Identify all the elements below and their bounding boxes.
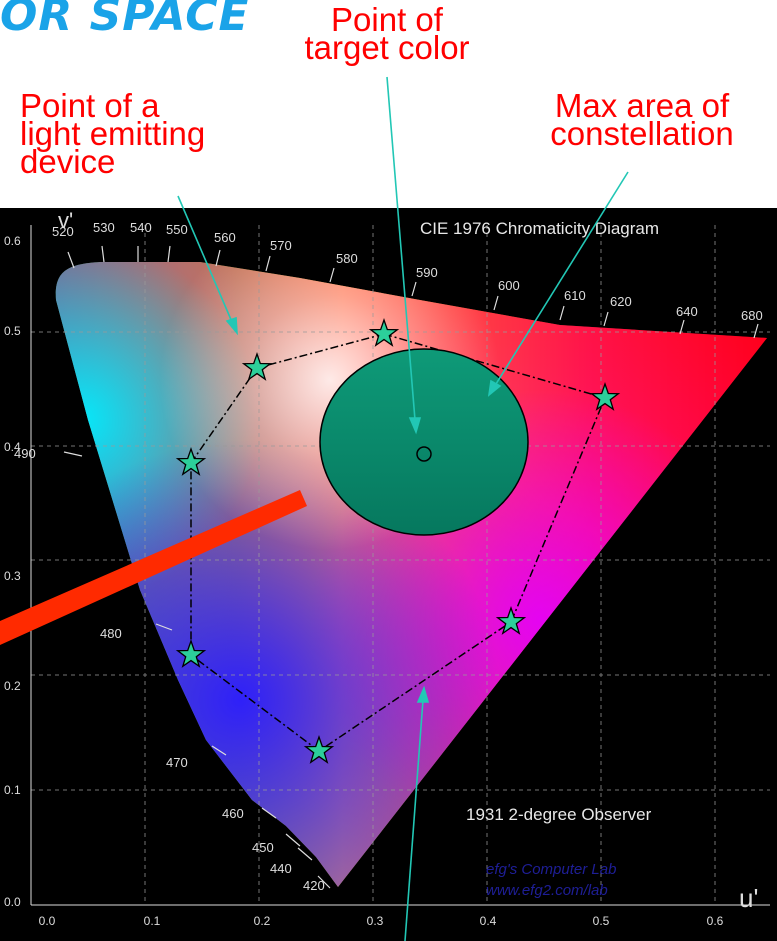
y-tick-5: 0.5 bbox=[4, 324, 21, 338]
arrow-bottom-line bbox=[404, 699, 424, 941]
wl-480: 480 bbox=[100, 626, 122, 641]
red-pointer-bar bbox=[0, 490, 307, 645]
callout-constellation: Max area of constellation bbox=[522, 87, 762, 152]
wl-460: 460 bbox=[222, 806, 244, 821]
max-area-circle bbox=[319, 348, 529, 536]
wl-530: 530 bbox=[93, 220, 115, 235]
callout-target-line1: Point of bbox=[331, 1, 443, 38]
axes bbox=[30, 225, 770, 906]
device-points bbox=[175, 318, 621, 764]
star-point-1 bbox=[368, 318, 400, 347]
wl-640: 640 bbox=[676, 304, 698, 319]
y-tick-3: 0.3 bbox=[4, 569, 21, 583]
y-tick-0: 0.0 bbox=[4, 895, 21, 909]
callout-target-line2: target color bbox=[304, 29, 470, 66]
x-tick-4: 0.4 bbox=[480, 914, 497, 928]
callout-device-line1: Point of a bbox=[20, 87, 160, 124]
watermark-line1: efg's Computer Lab bbox=[486, 861, 616, 878]
wl-560: 560 bbox=[214, 230, 236, 245]
x-tick-labels: 0.0 0.1 0.2 0.3 0.4 0.5 0.6 bbox=[39, 914, 724, 928]
wl-570: 570 bbox=[270, 238, 292, 253]
callout-light-device: Point of a light emitting device bbox=[20, 87, 206, 180]
wl-440: 440 bbox=[270, 861, 292, 876]
star-point-2 bbox=[589, 382, 621, 411]
x-tick-3: 0.3 bbox=[367, 914, 384, 928]
x-tick-6: 0.6 bbox=[707, 914, 724, 928]
wavelength-labels: 420 440 450 460 470 480 490 520 530 540 … bbox=[14, 220, 763, 893]
wl-550: 550 bbox=[166, 222, 188, 237]
wl-520: 520 bbox=[52, 224, 74, 239]
y-tick-6: 0.6 bbox=[4, 234, 21, 248]
callout-const-line2: constellation bbox=[550, 115, 734, 152]
wl-580: 580 bbox=[336, 251, 358, 266]
y-tick-2: 0.2 bbox=[4, 679, 21, 693]
wl-680: 680 bbox=[741, 308, 763, 323]
arrow-bottom-head bbox=[416, 685, 430, 703]
arrow-device-line bbox=[177, 195, 233, 323]
x-tick-1: 0.1 bbox=[144, 914, 161, 928]
wl-470: 470 bbox=[166, 755, 188, 770]
arrow-target-line bbox=[386, 76, 416, 421]
star-point-5 bbox=[175, 639, 207, 668]
chart-title: CIE 1976 Chromaticity Diagram bbox=[420, 219, 659, 238]
wl-620: 620 bbox=[610, 294, 632, 309]
arrow-target-head bbox=[408, 417, 422, 435]
wl-610: 610 bbox=[564, 288, 586, 303]
arrow-device-head bbox=[225, 316, 238, 336]
constellation-outline bbox=[190, 333, 607, 752]
y-axis-label: v' bbox=[58, 208, 73, 233]
y-tick-labels: 0.0 0.1 0.2 0.3 0.4 0.5 0.6 bbox=[4, 234, 21, 909]
star-point-7 bbox=[241, 352, 273, 381]
x-tick-0: 0.0 bbox=[39, 914, 56, 928]
callout-arrows bbox=[177, 76, 629, 941]
callout-device-line2: light emitting bbox=[20, 115, 206, 152]
wl-600: 600 bbox=[498, 278, 520, 293]
y-tick-4: 0.4 bbox=[4, 440, 21, 454]
arrow-constellation-line bbox=[495, 171, 629, 385]
wl-490: 490 bbox=[14, 446, 36, 461]
x-tick-2: 0.2 bbox=[254, 914, 271, 928]
arrow-constellation-head bbox=[487, 379, 502, 397]
heading-fragment: OR SPACE bbox=[0, 0, 250, 41]
callout-device-line3: device bbox=[20, 143, 116, 180]
wavelength-ticks bbox=[63, 245, 759, 889]
wl-420: 420 bbox=[303, 878, 325, 893]
y-tick-1: 0.1 bbox=[4, 783, 21, 797]
x-tick-5: 0.5 bbox=[593, 914, 610, 928]
wl-540: 540 bbox=[130, 220, 152, 235]
star-point-4 bbox=[303, 735, 335, 764]
wl-590: 590 bbox=[416, 265, 438, 280]
wl-450: 450 bbox=[252, 840, 274, 855]
target-color-point bbox=[416, 446, 432, 462]
x-axis-label: u' bbox=[739, 883, 758, 913]
watermark-line2: www.efg2.com/lab bbox=[486, 882, 608, 899]
callout-const-line1: Max area of bbox=[554, 87, 730, 124]
star-point-6 bbox=[175, 447, 207, 476]
observer-label: 1931 2-degree Observer bbox=[466, 805, 652, 824]
callout-target-color: Point of target color bbox=[276, 1, 498, 66]
star-point-3 bbox=[495, 606, 527, 635]
